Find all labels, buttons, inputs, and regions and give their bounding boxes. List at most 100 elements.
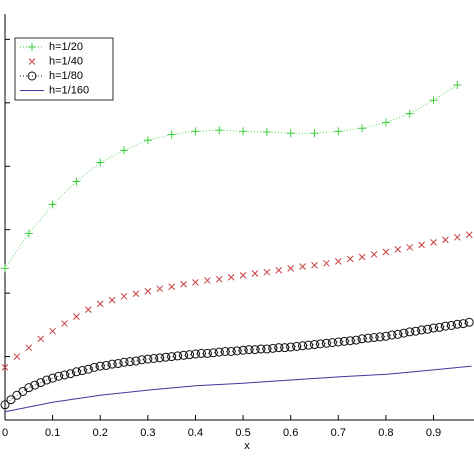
marker-circle — [77, 366, 87, 376]
marker-cross — [430, 239, 437, 246]
marker-circle — [309, 340, 319, 350]
marker-circle — [30, 380, 40, 390]
marker-plus — [381, 118, 390, 127]
marker-cross — [394, 245, 402, 253]
marker-circle — [149, 353, 159, 363]
marker-cross — [168, 283, 176, 291]
marker-circle — [143, 354, 153, 364]
marker-plus — [191, 127, 200, 136]
marker-circle — [226, 346, 236, 356]
marker-cross — [156, 285, 164, 293]
marker-circle — [298, 341, 308, 351]
marker-plus — [239, 127, 248, 136]
marker-circle — [137, 355, 147, 365]
marker-cross — [418, 241, 425, 249]
marker-circle — [42, 375, 52, 385]
marker-cross — [346, 255, 354, 263]
marker-cross — [465, 231, 473, 239]
marker-cross — [192, 278, 199, 286]
marker-plus — [429, 96, 438, 105]
marker-circle — [405, 327, 415, 337]
marker-cross — [453, 233, 461, 241]
marker-cross — [334, 258, 342, 265]
legend-label: h=1/40 — [49, 55, 83, 67]
marker-circle — [256, 344, 266, 354]
marker-circle — [434, 322, 444, 332]
marker-cross — [37, 335, 45, 343]
marker-circle — [208, 348, 218, 358]
series-line — [4, 84, 458, 269]
marker-plus — [1, 264, 9, 273]
marker-circle — [54, 371, 64, 381]
marker-circle — [363, 333, 373, 343]
x-tick-label: 0.5 — [235, 427, 250, 439]
marker-circle — [167, 352, 177, 362]
marker-circle — [71, 367, 81, 377]
marker-plus — [48, 200, 57, 209]
marker-plus — [453, 81, 462, 90]
series-line — [4, 365, 472, 413]
marker-cross — [299, 263, 306, 270]
marker-circle — [417, 325, 427, 335]
marker-circle — [238, 345, 248, 355]
marker-circle — [202, 348, 212, 358]
marker-cross — [84, 306, 92, 313]
marker-circle — [173, 351, 183, 361]
marker-circle — [399, 328, 409, 338]
marker-circle — [393, 329, 403, 339]
marker-circle — [214, 347, 224, 357]
marker-circle — [24, 383, 34, 393]
legend-label: h=1/20 — [49, 41, 83, 53]
marker-circle — [27, 71, 37, 81]
marker-plus — [120, 146, 129, 155]
x-tick-label: 0.8 — [378, 427, 393, 439]
marker-plus — [72, 177, 81, 186]
marker-circle — [381, 331, 391, 341]
marker-circle — [268, 343, 278, 353]
marker-circle — [65, 369, 75, 379]
marker-cross — [251, 270, 259, 277]
marker-plus — [143, 136, 152, 145]
marker-circle — [89, 362, 99, 372]
marker-cross — [382, 248, 390, 256]
marker-circle — [440, 321, 450, 331]
marker-circle — [125, 357, 135, 367]
marker-cross — [25, 344, 33, 352]
marker-circle — [131, 356, 141, 366]
marker-circle — [190, 349, 200, 359]
marker-circle — [161, 352, 171, 362]
marker-cross — [108, 296, 116, 304]
marker-circle — [321, 338, 331, 348]
marker-circle — [327, 338, 337, 348]
marker-cross — [13, 353, 21, 360]
marker-circle — [280, 343, 290, 353]
marker-circle — [155, 353, 165, 363]
marker-circle — [262, 344, 272, 354]
marker-cross — [144, 287, 152, 295]
marker-cross — [215, 275, 223, 283]
marker-circle — [411, 326, 421, 336]
marker-cross — [73, 313, 80, 320]
marker-cross — [323, 259, 330, 267]
marker-circle — [351, 335, 361, 345]
marker-cross — [204, 277, 211, 284]
marker-plus — [215, 126, 224, 135]
marker-circle — [101, 360, 111, 370]
marker-circle — [83, 364, 93, 374]
marker-circle — [6, 395, 16, 405]
marker-cross — [120, 292, 128, 300]
marker-circle — [446, 320, 456, 330]
marker-circle — [286, 342, 296, 352]
marker-cross — [370, 251, 378, 258]
x-tick-label: 0.6 — [283, 427, 298, 439]
marker-plus — [262, 127, 271, 136]
x-tick-label: 0.4 — [188, 427, 203, 439]
marker-circle — [369, 333, 379, 343]
marker-circle — [292, 341, 302, 351]
marker-circle — [464, 317, 474, 327]
marker-circle — [119, 357, 129, 367]
marker-circle — [339, 336, 349, 346]
marker-cross — [263, 268, 271, 276]
marker-circle — [304, 340, 314, 350]
